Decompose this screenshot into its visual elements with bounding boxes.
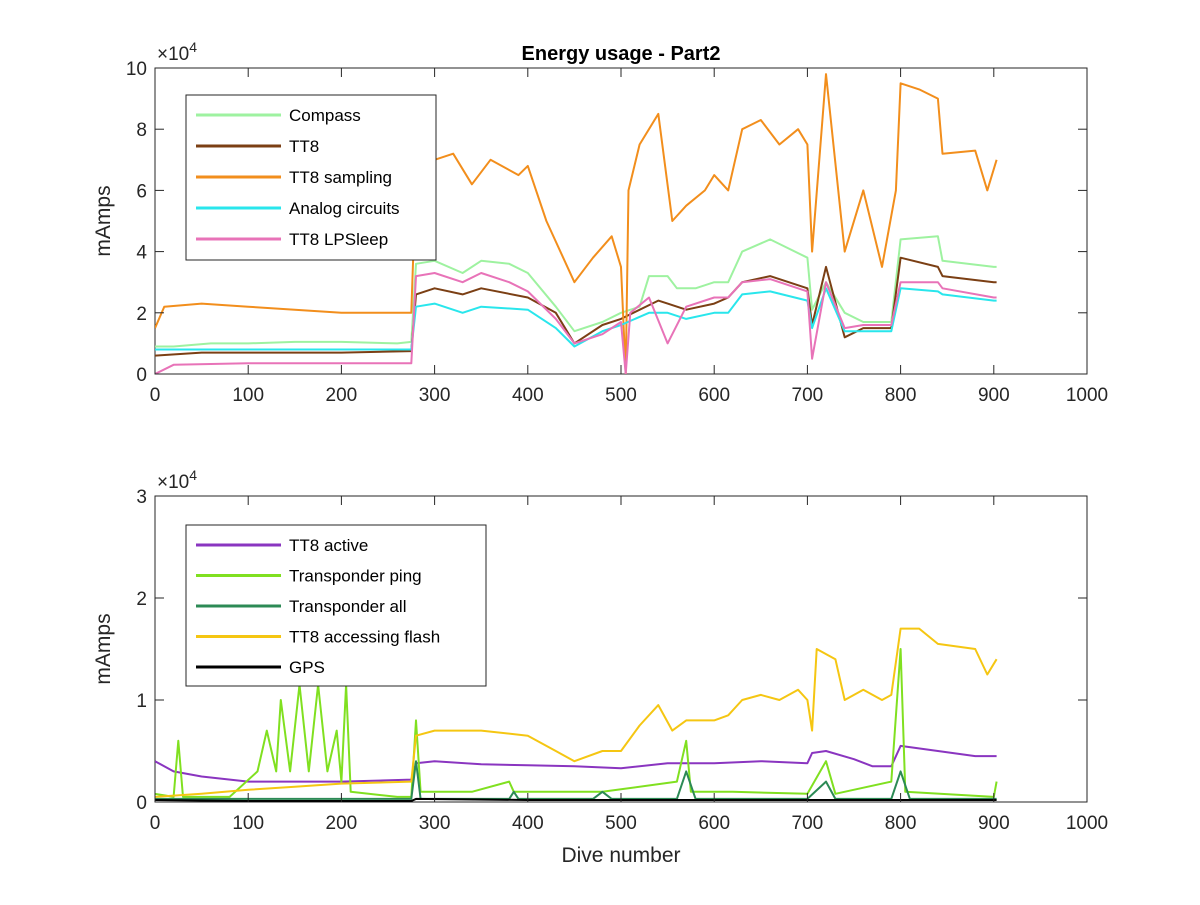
legend: TT8 active Transponder ping Transponder al… xyxy=(185,524,487,687)
legend-entry: Transponder all xyxy=(289,597,407,616)
y-exponent-label: ×104 xyxy=(157,39,197,65)
y-axis-label: mAmps xyxy=(92,613,115,684)
y-tick-label: 6 xyxy=(136,181,147,202)
x-tick-label: 400 xyxy=(512,385,544,406)
x-tick-label: 600 xyxy=(698,385,730,406)
y-tick-label: 10 xyxy=(126,59,147,80)
y-axis-label: mAmps xyxy=(92,185,115,256)
legend-entry: TT8 LPSleep xyxy=(289,230,388,249)
x-tick-label: 900 xyxy=(978,385,1010,406)
x-tick-label: 1000 xyxy=(1066,813,1108,834)
legend-entry: TT8 active xyxy=(289,536,368,555)
legend-entry: GPS xyxy=(289,658,325,677)
series-line-tt8 xyxy=(155,256,997,357)
x-tick-label: 100 xyxy=(232,813,264,834)
legend-entry: Analog circuits xyxy=(289,199,400,218)
x-tick-label: 100 xyxy=(232,385,264,406)
legend-entry: Compass xyxy=(289,106,361,125)
x-tick-label: 0 xyxy=(150,385,161,406)
y-tick-label: 4 xyxy=(136,243,147,264)
y-tick-label: 0 xyxy=(136,793,147,814)
legend-entry: Transponder ping xyxy=(289,567,422,586)
series-line-tt8-lpsleep xyxy=(155,272,997,374)
legend: Compass TT8 TT8 sampling Analog circuits TT8… xyxy=(185,94,437,261)
y-tick-label: 0 xyxy=(136,365,147,386)
series-line-tt8-accessing-flash xyxy=(155,627,998,798)
y-tick-label: 2 xyxy=(136,304,147,325)
x-tick-label: 300 xyxy=(419,813,451,834)
y-tick-label: 1 xyxy=(136,691,147,712)
series-line-analog-circuits xyxy=(155,287,997,351)
x-tick-label: 1000 xyxy=(1066,385,1108,406)
x-tick-label: 200 xyxy=(326,813,358,834)
legend-entry: TT8 xyxy=(289,137,319,156)
legend-entry: TT8 accessing flash xyxy=(289,628,440,647)
x-tick-label: 700 xyxy=(792,813,824,834)
y-tick-label: 8 xyxy=(136,120,147,141)
x-tick-label: 800 xyxy=(885,385,917,406)
subplot-1: 0 100 200 300 400 500 600 700 800 900 1000 0 2 4 6 8 10 ×… xyxy=(92,39,1108,406)
chart-title: Energy usage - Part2 xyxy=(522,43,721,65)
series-lines xyxy=(155,627,998,802)
x-tick-label: 800 xyxy=(885,813,917,834)
x-tick-label: 500 xyxy=(605,385,637,406)
series-line-compass xyxy=(155,235,997,348)
x-tick-label: 900 xyxy=(978,813,1010,834)
series-line-tt8-active xyxy=(155,744,997,783)
legend-entry: TT8 sampling xyxy=(289,168,392,187)
x-tick-label: 400 xyxy=(512,813,544,834)
subplot-2: 0 100 200 300 400 500 600 700 800 900 1000 0 1 2 3 ×104… xyxy=(92,467,1108,867)
x-axis-label: Dive number xyxy=(561,844,680,867)
x-tick-label: 300 xyxy=(419,385,451,406)
series-line-transponder-all xyxy=(155,760,997,800)
y-tick-label: 2 xyxy=(136,589,147,610)
x-tick-label: 500 xyxy=(605,813,637,834)
y-tick-label: 3 xyxy=(136,487,147,508)
x-tick-label: 700 xyxy=(792,385,824,406)
x-tick-label: 600 xyxy=(698,813,730,834)
x-tick-label: 200 xyxy=(326,385,358,406)
x-tick-label: 0 xyxy=(150,813,161,834)
y-exponent-label: ×104 xyxy=(157,467,197,493)
